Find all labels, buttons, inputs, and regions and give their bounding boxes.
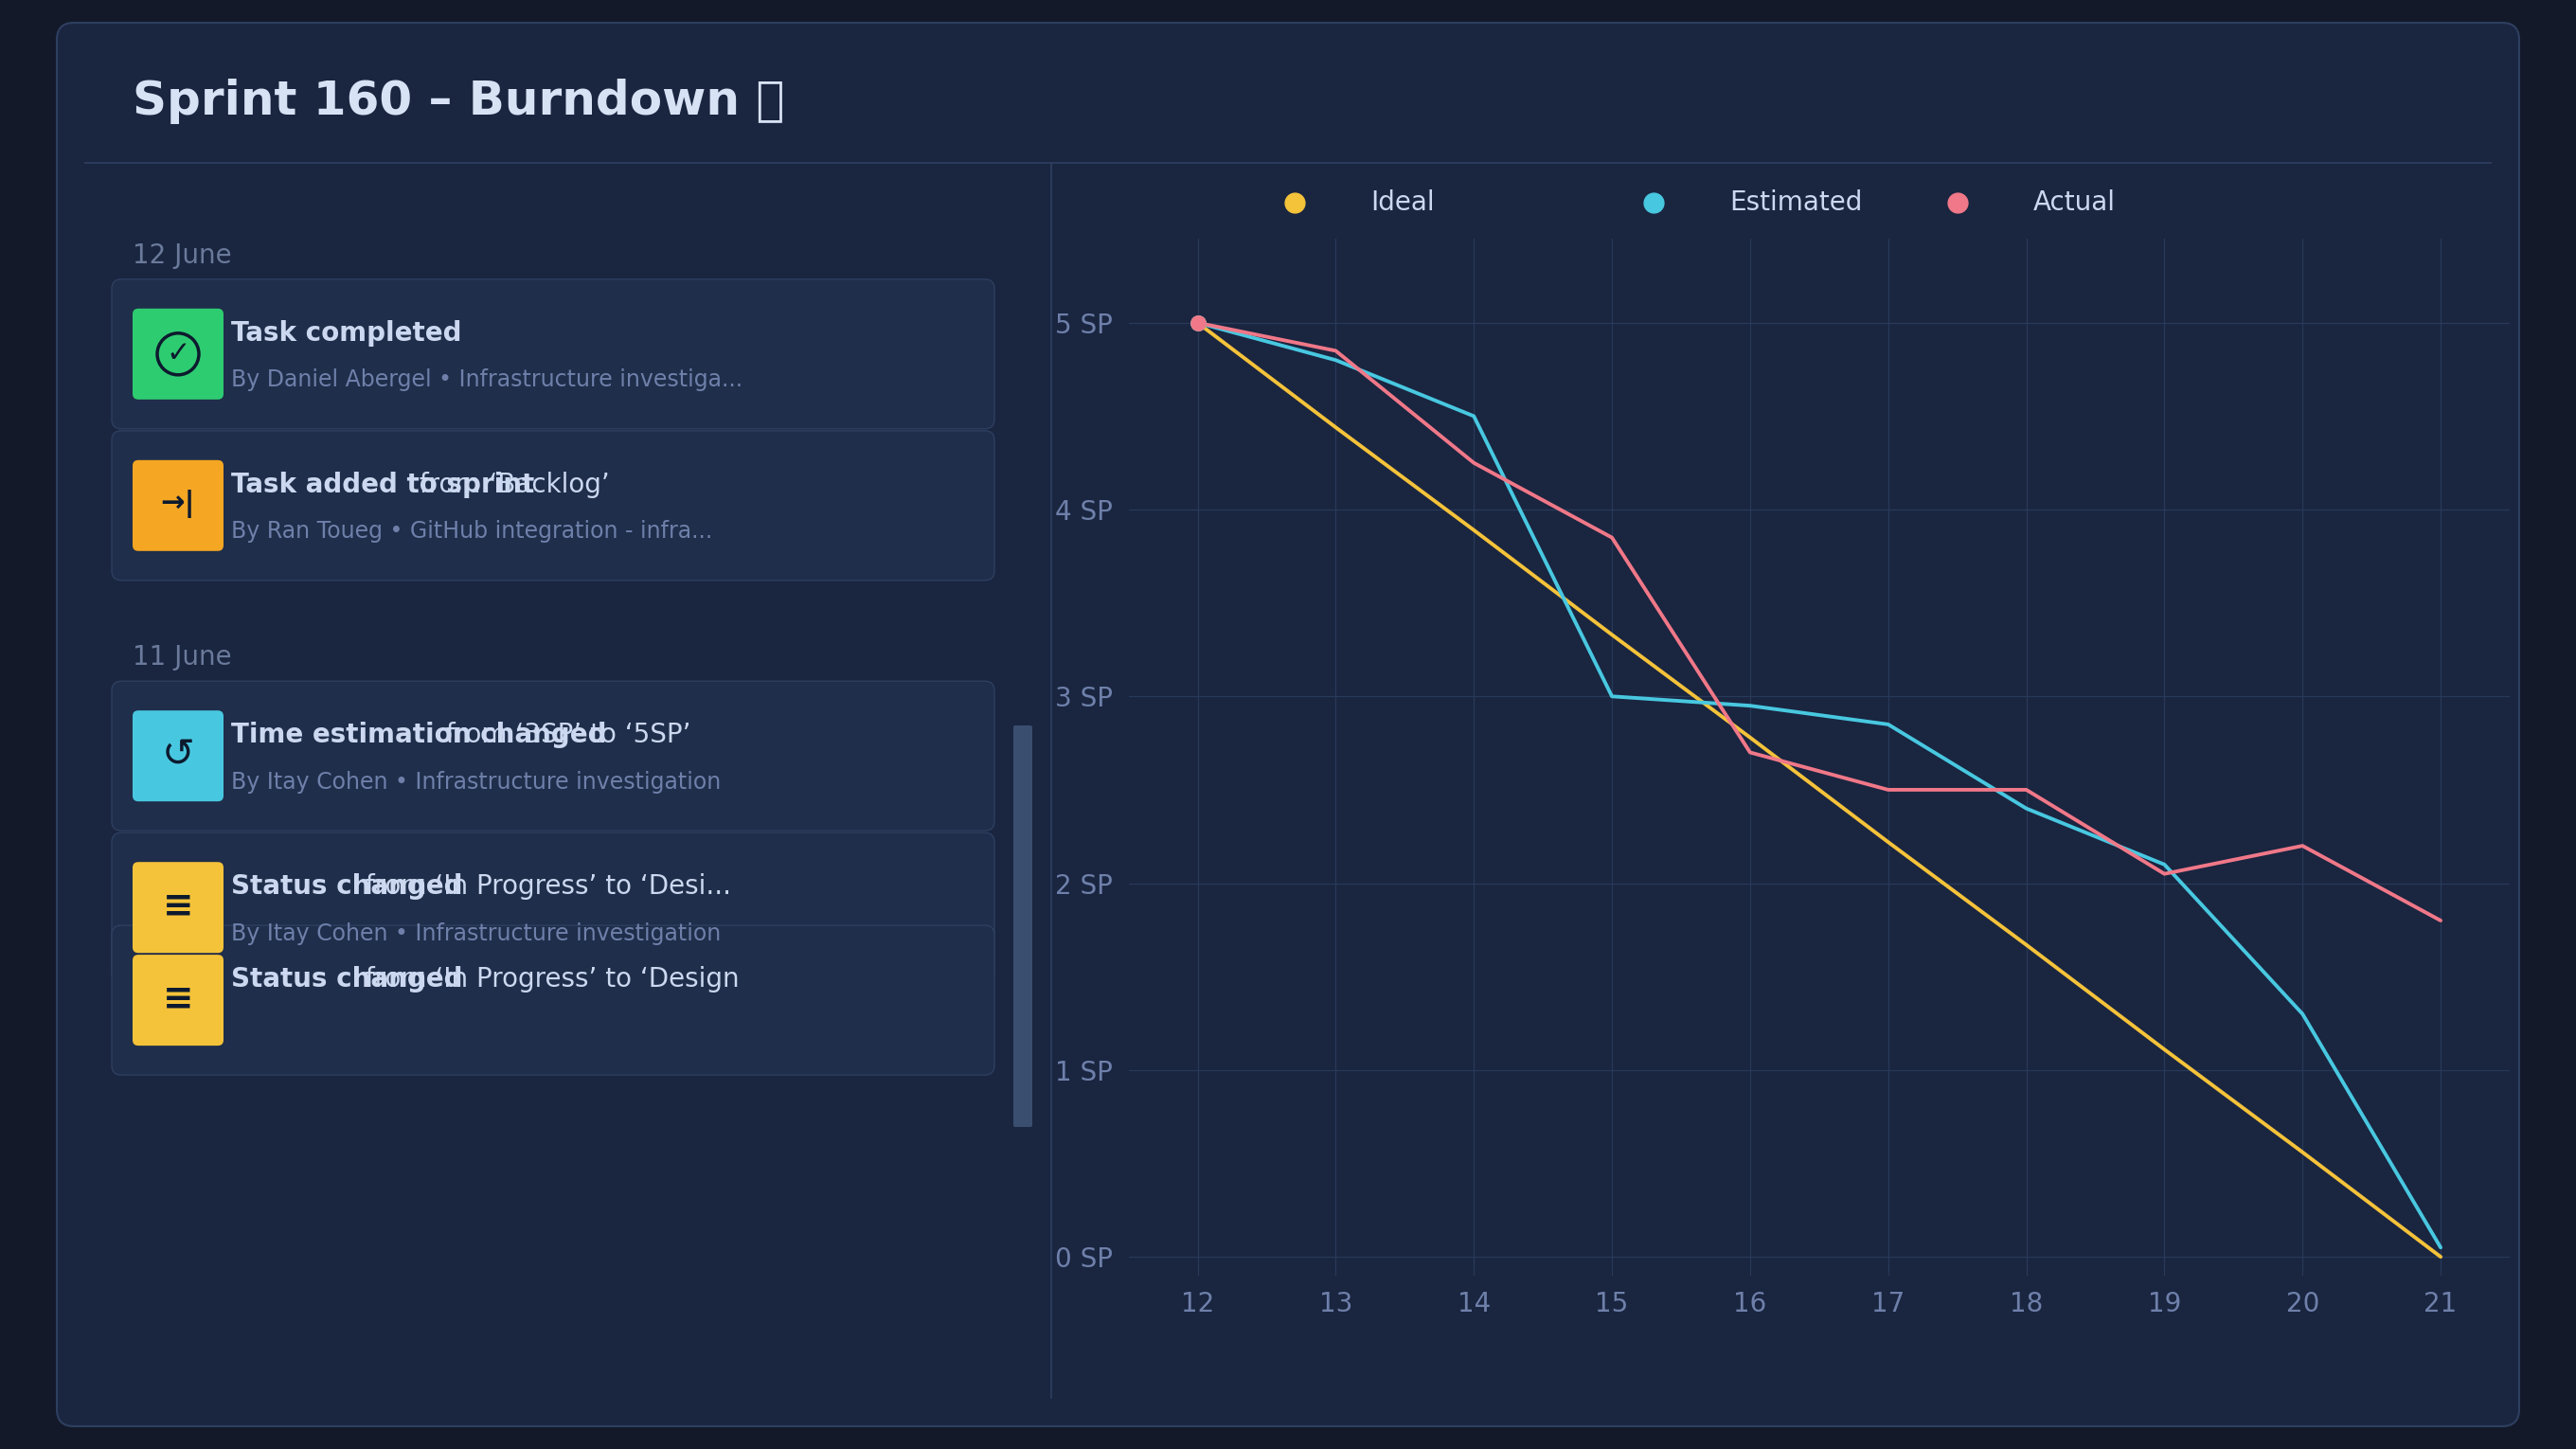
Text: 11 June: 11 June — [131, 645, 232, 671]
FancyBboxPatch shape — [131, 862, 224, 953]
Text: ≡: ≡ — [162, 981, 193, 1016]
Text: By Ran Toueg • GitHub integration - infra...: By Ran Toueg • GitHub integration - infr… — [232, 520, 714, 543]
FancyBboxPatch shape — [111, 681, 994, 830]
Text: By Itay Cohen • Infrastructure investigation: By Itay Cohen • Infrastructure investiga… — [232, 771, 721, 794]
Text: from ‘3SP’ to ‘5SP’: from ‘3SP’ to ‘5SP’ — [438, 722, 690, 748]
Text: 12 June: 12 June — [131, 242, 232, 270]
Text: Ideal: Ideal — [1370, 190, 1435, 216]
FancyBboxPatch shape — [131, 309, 224, 400]
Text: from ‘In Progress’ to ‘Desi...: from ‘In Progress’ to ‘Desi... — [358, 874, 732, 900]
Text: Status changed: Status changed — [232, 874, 464, 900]
Text: By Itay Cohen • Infrastructure investigation: By Itay Cohen • Infrastructure investiga… — [232, 922, 721, 945]
Text: Task completed: Task completed — [232, 320, 461, 346]
Text: ≡: ≡ — [162, 888, 193, 923]
Text: ↺: ↺ — [162, 735, 196, 774]
Text: By Daniel Abergel • Infrastructure investiga...: By Daniel Abergel • Infrastructure inves… — [232, 369, 742, 391]
FancyBboxPatch shape — [57, 23, 2519, 1426]
FancyBboxPatch shape — [111, 280, 994, 429]
Text: Time estimation changed: Time estimation changed — [232, 722, 605, 748]
FancyBboxPatch shape — [131, 461, 224, 551]
Text: ✓: ✓ — [165, 341, 191, 368]
FancyBboxPatch shape — [1012, 726, 1033, 1127]
FancyBboxPatch shape — [131, 955, 224, 1046]
FancyBboxPatch shape — [111, 833, 994, 982]
FancyBboxPatch shape — [111, 430, 994, 581]
FancyBboxPatch shape — [111, 926, 994, 1075]
Text: Task added to sprint: Task added to sprint — [232, 471, 533, 498]
Text: from ‘In Progress’ to ‘Design: from ‘In Progress’ to ‘Design — [358, 966, 739, 993]
Text: Estimated: Estimated — [1728, 190, 1862, 216]
Text: Sprint 160 – Burndown 🔥: Sprint 160 – Burndown 🔥 — [131, 78, 786, 125]
Text: Actual: Actual — [2032, 190, 2115, 216]
FancyBboxPatch shape — [131, 710, 224, 801]
Text: Status changed: Status changed — [232, 966, 464, 993]
Text: from ‘Backlog’: from ‘Backlog’ — [412, 471, 611, 498]
Text: →|: →| — [160, 490, 196, 517]
